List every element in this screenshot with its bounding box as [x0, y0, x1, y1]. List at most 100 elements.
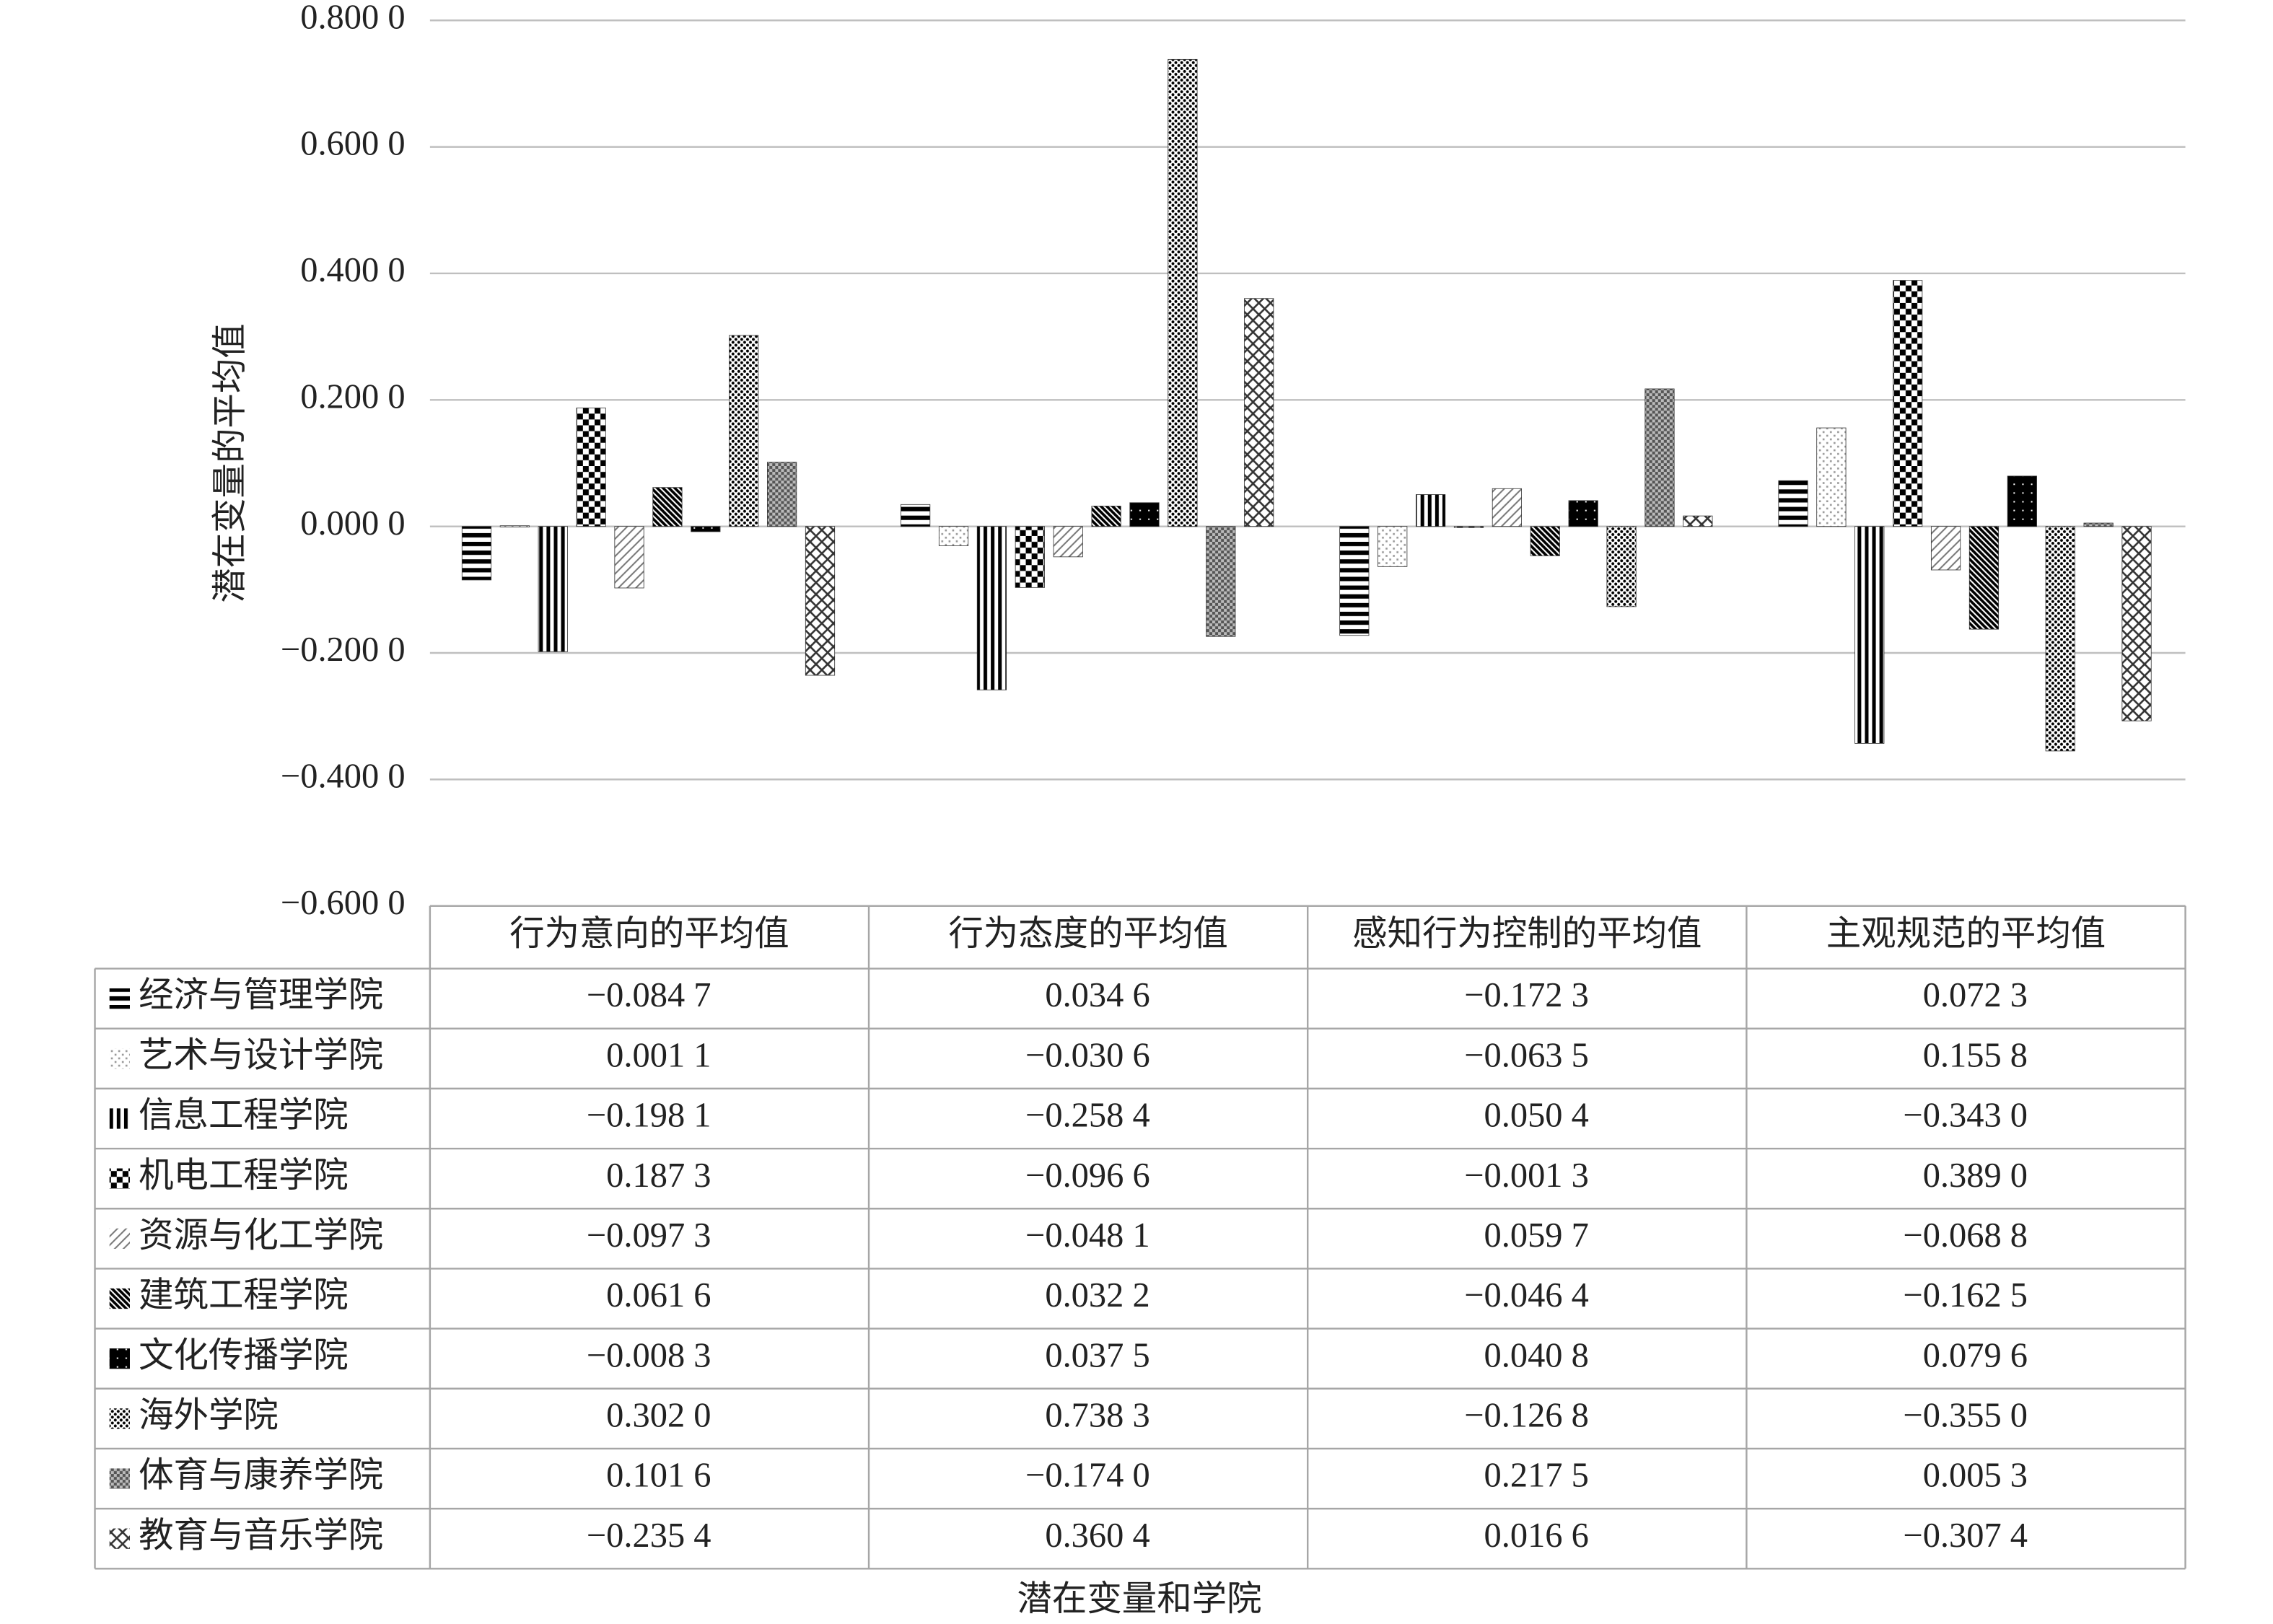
bar [1244, 298, 1274, 527]
table-value: 0.001 1 [606, 1036, 711, 1074]
bar [1568, 500, 1598, 527]
table-value: 0.061 6 [606, 1276, 711, 1314]
bar [1206, 526, 1236, 637]
legend-key [109, 1408, 130, 1429]
bar [1492, 488, 1522, 527]
legend-label: 资源与化工学院 [139, 1216, 383, 1255]
x-axis-title: 潜在变量和学院 [1017, 1580, 1261, 1618]
table-value: −0.063 5 [1464, 1036, 1589, 1074]
bar [1378, 526, 1408, 567]
table-value: −0.126 8 [1464, 1396, 1589, 1434]
y-axis-title: 潜在变量的平均值 [211, 323, 249, 603]
bar [2007, 475, 2037, 527]
x-tick-label: 行为态度的平均值 [948, 915, 1228, 953]
table-value: −0.235 4 [587, 1517, 711, 1555]
table-value: 0.005 3 [1923, 1457, 2028, 1495]
y-tick-label: −0.200 0 [281, 631, 406, 669]
table-value: 0.040 8 [1484, 1336, 1589, 1374]
bar [976, 526, 1007, 690]
table-value: −0.162 5 [1903, 1276, 2028, 1314]
bar [1930, 526, 1961, 571]
bar [767, 462, 797, 527]
bar [1091, 506, 1121, 527]
table-value: −0.048 1 [1025, 1216, 1150, 1255]
table-value: 0.302 0 [606, 1396, 711, 1434]
bar [1168, 58, 1198, 527]
y-tick-label: −0.400 0 [281, 757, 406, 795]
bar [1129, 502, 1160, 527]
legend-label: 海外学院 [139, 1396, 279, 1434]
legend-key [109, 1048, 130, 1069]
bar [1893, 280, 1923, 527]
table-value: −0.258 4 [1025, 1097, 1150, 1135]
bar [1644, 388, 1675, 527]
y-tick-label: 0.200 0 [300, 377, 405, 416]
bar [729, 335, 759, 527]
table-value: −0.307 4 [1903, 1517, 2028, 1555]
y-tick-label: −0.600 0 [281, 884, 406, 922]
table-value: 0.101 6 [606, 1457, 711, 1495]
table-value: −0.068 8 [1903, 1216, 2028, 1255]
table-value: 0.037 5 [1045, 1336, 1149, 1374]
table-value: −0.030 6 [1025, 1036, 1150, 1074]
legend-key [109, 1348, 130, 1369]
bar [2121, 526, 2152, 721]
table-value: −0.046 4 [1464, 1276, 1589, 1314]
bar [1339, 526, 1370, 636]
table-value: 0.072 3 [1923, 976, 2028, 1014]
table-value: 0.032 2 [1045, 1276, 1149, 1314]
legend-label: 教育与音乐学院 [139, 1517, 383, 1555]
table-value: −0.172 3 [1464, 976, 1589, 1014]
legend-label: 机电工程学院 [139, 1156, 349, 1195]
y-tick-label: 0.600 0 [300, 125, 405, 163]
bar [691, 526, 721, 532]
bar [1854, 526, 1885, 744]
table-value: 0.738 3 [1045, 1396, 1149, 1434]
y-tick-label: 0.800 0 [300, 0, 405, 36]
legend-label: 建筑工程学院 [139, 1276, 349, 1314]
table-value: −0.001 3 [1464, 1156, 1589, 1195]
bar [499, 525, 530, 527]
bar [1778, 480, 1808, 527]
table-value: 0.050 4 [1484, 1097, 1589, 1135]
table-value: 0.187 3 [606, 1156, 711, 1195]
table-value: −0.097 3 [587, 1216, 711, 1255]
table-value: −0.355 0 [1903, 1396, 2028, 1434]
table-value: 0.059 7 [1484, 1216, 1589, 1255]
legend-key [109, 1228, 130, 1249]
legend-key [109, 1108, 130, 1129]
legend-key [109, 1468, 130, 1489]
bar [1053, 526, 1083, 558]
x-tick-label: 主观规范的平均值 [1826, 915, 2106, 953]
legend-key [109, 1528, 130, 1549]
bar [461, 526, 492, 581]
bar [2045, 526, 2075, 752]
legend-label: 经济与管理学院 [139, 976, 383, 1014]
table-value: −0.174 0 [1025, 1457, 1150, 1495]
bar [2083, 522, 2114, 527]
legend-key [109, 988, 130, 1009]
legend-label: 艺术与设计学院 [139, 1036, 383, 1074]
bar [652, 487, 683, 527]
y-tick-label: 0.400 0 [300, 251, 405, 289]
table-value: −0.198 1 [587, 1097, 711, 1135]
legend-label: 文化传播学院 [139, 1336, 349, 1374]
bar [805, 526, 836, 676]
table-value: 0.155 8 [1923, 1036, 2028, 1074]
bar [1606, 526, 1637, 607]
bar [1453, 526, 1484, 528]
x-tick-label: 行为意向的平均值 [509, 915, 789, 953]
x-tick-label: 感知行为控制的平均值 [1352, 915, 1702, 953]
bar [576, 408, 606, 527]
bar [1416, 494, 1446, 527]
bar [938, 526, 969, 546]
bar [1530, 526, 1560, 556]
table-value: 0.360 4 [1045, 1517, 1149, 1555]
table-value: 0.079 6 [1923, 1336, 2028, 1374]
table-value: 0.016 6 [1484, 1517, 1589, 1555]
table-value: −0.008 3 [587, 1336, 711, 1374]
legend-label: 信息工程学院 [139, 1097, 349, 1135]
bar [1816, 427, 1847, 527]
table-value: −0.084 7 [587, 976, 711, 1014]
